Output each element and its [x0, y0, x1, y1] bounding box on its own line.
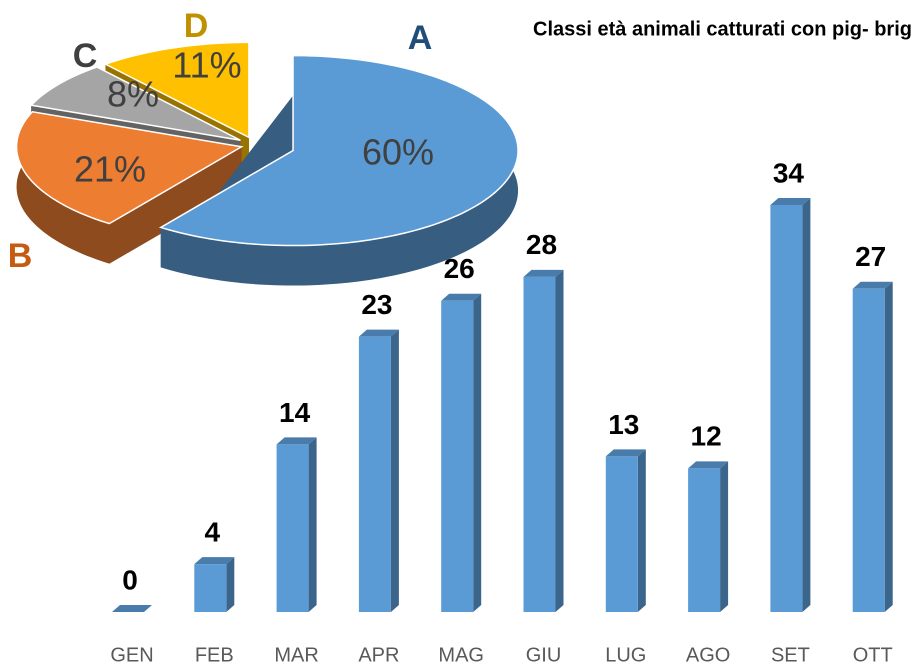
bar-top [605, 449, 646, 457]
pie-slice [29, 66, 241, 141]
data-label: 27 [855, 241, 886, 272]
bar-top [112, 605, 152, 612]
pie-value-label: 21% [74, 149, 146, 190]
pie-slice [103, 41, 250, 139]
bar [605, 456, 638, 612]
bar-side [720, 461, 729, 612]
bar [441, 300, 474, 612]
bar [688, 468, 721, 612]
data-label: 34 [773, 157, 805, 188]
bar [358, 336, 391, 612]
bar-side [473, 293, 482, 612]
data-label: 23 [361, 289, 392, 320]
chart-title: Classi età animali catturati con pig- br… [533, 18, 912, 40]
bar-top [523, 269, 564, 277]
pie-value-label: 11% [172, 45, 241, 86]
bar [523, 276, 556, 612]
bar-side [637, 449, 646, 612]
pie-slice [15, 110, 244, 225]
x-tick-label: APR [358, 644, 399, 666]
x-tick-label: AGO [686, 644, 730, 666]
data-label: 14 [279, 397, 311, 428]
bar-top [194, 557, 235, 565]
bar [194, 564, 227, 612]
x-tick-label: MAR [274, 644, 318, 666]
bar-top [358, 329, 399, 337]
x-tick-label: LUG [605, 644, 646, 666]
x-tick-label: FEB [195, 644, 234, 666]
bar-top [441, 293, 482, 301]
x-tick-label: MAG [438, 644, 484, 666]
bar-side [802, 198, 811, 612]
bar-side [555, 269, 564, 612]
pie-value-label: 8% [107, 74, 159, 115]
bar-side [226, 557, 235, 612]
bar-top [276, 437, 317, 445]
pie-slice [158, 54, 519, 247]
bar [770, 205, 803, 612]
bar-side [308, 437, 317, 612]
x-tick-label: GEN [110, 644, 153, 666]
bar [276, 444, 309, 612]
data-label: 4 [205, 517, 221, 548]
bar-top [770, 198, 811, 205]
x-tick-label: OTT [853, 644, 893, 666]
x-tick-label: GIU [526, 644, 562, 666]
bar [852, 288, 885, 612]
pie-category-label: C [73, 37, 98, 75]
pie-value-label: 60% [362, 132, 434, 173]
pie-category-label: A [408, 19, 433, 57]
x-tick-label: SET [771, 644, 810, 666]
bar-side [884, 281, 893, 612]
bar-top [688, 461, 729, 469]
pie-side [16, 111, 110, 264]
data-label: 28 [526, 229, 557, 260]
data-label: 12 [691, 421, 722, 452]
data-label: 13 [608, 409, 639, 440]
data-label: 0 [122, 564, 138, 595]
bar-side [390, 329, 399, 612]
bar-top [852, 281, 893, 289]
pie-category-label: B [8, 237, 33, 275]
pie-category-label: D [184, 7, 209, 45]
